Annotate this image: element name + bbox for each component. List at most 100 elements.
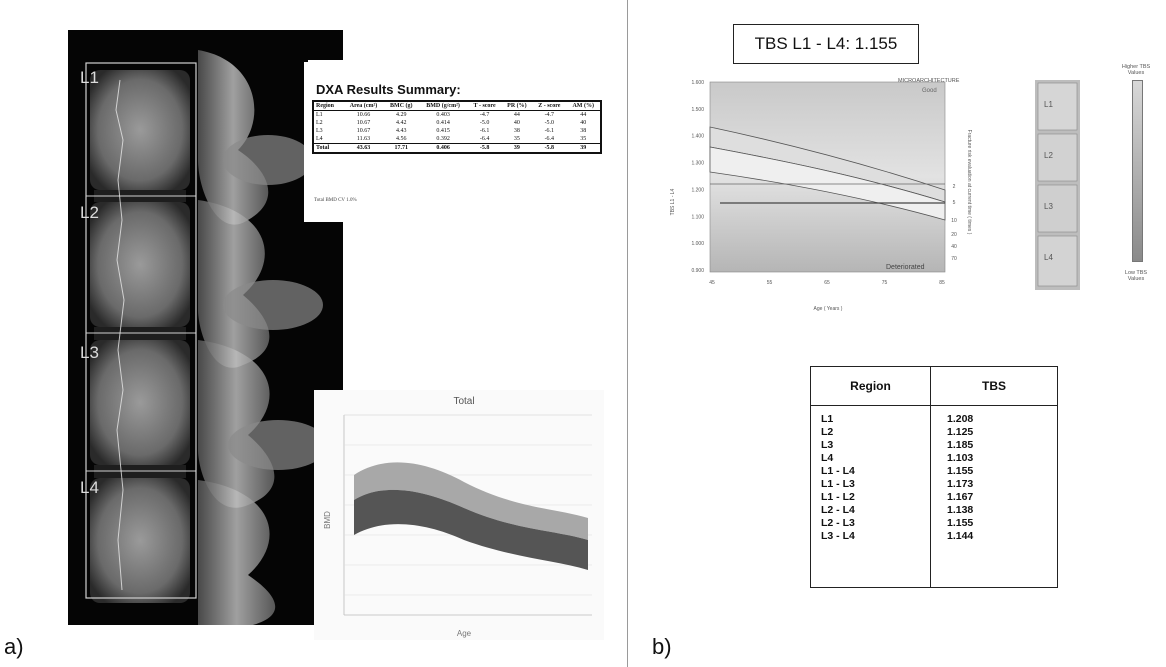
dxa-table-cell: 38 [566, 127, 601, 135]
dxa-table-cell: -5.0 [468, 119, 502, 127]
tbs-age-chart: MICROARCHITECTURE Good Deteriorated TBS … [660, 72, 980, 322]
dxa-table-cell: 4.43 [384, 127, 419, 135]
dxa-table-row: Total 43.63 17.71 0.406 -5.8 39 -5.8 39 [313, 144, 601, 154]
tbs-value-cell: 1.144 [947, 530, 973, 542]
dxa-table-row: L4 11.63 4.56 0.392 -6.4 35 -6.4 35 [313, 135, 601, 144]
tbs-grey-scale [1132, 80, 1143, 262]
tbs-x-tick: 45 [709, 280, 715, 286]
tbs-value-cell: 1.155 [947, 465, 973, 477]
tbs-y-tick: 1.500 [691, 107, 704, 113]
dxa-table-cell: -6.1 [532, 127, 566, 135]
dxa-col-header: BMD (g/cm²) [419, 101, 468, 111]
tbs-region-cell: L3 - L4 [821, 530, 855, 542]
total-bmd-chart: Total BMD Age [314, 390, 604, 640]
dxa-col-header: PR (%) [502, 101, 533, 111]
dxa-table-cell: -6.4 [468, 135, 502, 144]
dxa-table-cell: 0.406 [419, 144, 468, 154]
dxa-table-cell: 4.42 [384, 119, 419, 127]
vertebra-label-l1: L1 [80, 68, 99, 88]
dxa-table-cell: -5.8 [468, 144, 502, 154]
dxa-table-cell: 10.66 [343, 111, 384, 120]
tbs-x-tick: 65 [824, 280, 830, 286]
tbs-region-cell: L1 - L3 [821, 478, 855, 490]
tbs-chart-ylabel: TBS L1 - L4 [670, 188, 676, 215]
dxa-table-cell: -6.4 [532, 135, 566, 144]
tbs-chart-right-label: Fracture risk evaluation at current time… [966, 130, 972, 235]
dxa-col-header: Area (cm²) [343, 101, 384, 111]
dxa-table-cell: -4.7 [468, 111, 502, 120]
dxa-table-cell: 17.71 [384, 144, 419, 154]
tbs-table-row: L1 - L2 1.167 [811, 491, 1057, 504]
tbs-good-label: Good [922, 88, 937, 94]
tbs-deteriorated-label: Deteriorated [886, 264, 925, 271]
tbs-table-row: L4 1.103 [811, 452, 1057, 465]
tbs-risk-tick: 2 [953, 184, 956, 190]
tbs-y-tick: 1.300 [691, 161, 704, 167]
tbs-region-cell: L3 [821, 439, 833, 451]
tbs-region-cell: L1 - L4 [821, 465, 855, 477]
dxa-table-cell: L4 [313, 135, 343, 144]
tbs-value-cell: 1.138 [947, 504, 973, 516]
tbs-table-row: L2 - L3 1.155 [811, 517, 1057, 530]
tbs-region-cell: L2 - L3 [821, 517, 855, 529]
tbs-col-tbs: TBS [931, 379, 1057, 393]
tbs-table-row: L3 - L4 1.144 [811, 530, 1057, 543]
tbs-risk-tick: 5 [953, 200, 956, 206]
dxa-table-cell: 44 [502, 111, 533, 120]
tbs-col-region: Region [811, 379, 930, 393]
tbs-value-cell: 1.167 [947, 491, 973, 503]
tbs-x-tick: 55 [767, 280, 773, 286]
dxa-table-cell: 11.63 [343, 135, 384, 144]
tbs-value-cell: 1.185 [947, 439, 973, 451]
dxa-table-cell: 4.56 [384, 135, 419, 144]
panel-divider [627, 0, 628, 667]
tbs-y-tick: 1.100 [691, 214, 704, 220]
dxa-table-cell: 39 [566, 144, 601, 154]
vertebra-label-l4: L4 [80, 478, 99, 498]
dxa-table-row: L2 10.67 4.42 0.414 -5.0 40 -5.0 40 [313, 119, 601, 127]
tbs-table-row: L2 - L4 1.138 [811, 504, 1057, 517]
dxa-table-cell: 10.67 [343, 119, 384, 127]
dxa-table-cell: L1 [313, 111, 343, 120]
tbs-y-tick: 1.600 [691, 80, 704, 86]
spine-xray-image [68, 30, 343, 625]
dxa-table-cell: L2 [313, 119, 343, 127]
tbs-headline: TBS L1 - L4: 1.155 [733, 24, 919, 64]
tbs-region-cell: L4 [821, 452, 833, 464]
thumb-label-l4: L4 [1044, 253, 1053, 262]
tbs-table-row: L1 1.208 [811, 413, 1057, 426]
dxa-table-cell: 35 [566, 135, 601, 144]
tbs-region-cell: L1 [821, 413, 833, 425]
dxa-table-cell: 0.414 [419, 119, 468, 127]
dxa-table-cell: 10.67 [343, 127, 384, 135]
dxa-col-header: Z - score [532, 101, 566, 111]
tbs-value-cell: 1.155 [947, 517, 973, 529]
tbs-table-row: L2 1.125 [811, 426, 1057, 439]
tbs-risk-tick: 10 [951, 218, 957, 224]
tbs-x-tick: 85 [939, 280, 945, 286]
vertebra-label-l2: L2 [80, 203, 99, 223]
dxa-col-header: Region [313, 101, 343, 111]
tbs-chart-xlabel: Age ( Years ) [814, 306, 843, 312]
tbs-table-row: L3 1.185 [811, 439, 1057, 452]
dxa-table-cell: 44 [566, 111, 601, 120]
dxa-table-cell: Total [313, 144, 343, 154]
dxa-table-cell: -5.8 [532, 144, 566, 154]
dxa-table-cell: 4.29 [384, 111, 419, 120]
tbs-value-cell: 1.173 [947, 478, 973, 490]
dxa-table-cell: L3 [313, 127, 343, 135]
dxa-table-row: L3 10.67 4.43 0.415 -6.1 38 -6.1 38 [313, 127, 601, 135]
tbs-region-cell: L2 - L4 [821, 504, 855, 516]
vertebra-label-l3: L3 [80, 343, 99, 363]
tbs-risk-tick: 70 [951, 256, 957, 262]
tbs-region-cell: L1 - L2 [821, 491, 855, 503]
dxa-table-row: L1 10.66 4.29 0.403 -4.7 44 -4.7 44 [313, 111, 601, 120]
total-chart-ylabel: BMD [323, 511, 332, 529]
tbs-value-cell: 1.125 [947, 426, 973, 438]
dxa-header-row: Region Area (cm²) BMC (g) BMD (g/cm²) T … [313, 101, 601, 111]
tbs-region-table: Region TBS L1 1.208 L2 1.125 L3 1.185 L4 1.103 L… [810, 366, 1058, 588]
tbs-value-cell: 1.208 [947, 413, 973, 425]
dxa-table-cell: 39 [502, 144, 533, 154]
panel-label-a: a) [4, 634, 24, 660]
dxa-col-header: T - score [468, 101, 502, 111]
